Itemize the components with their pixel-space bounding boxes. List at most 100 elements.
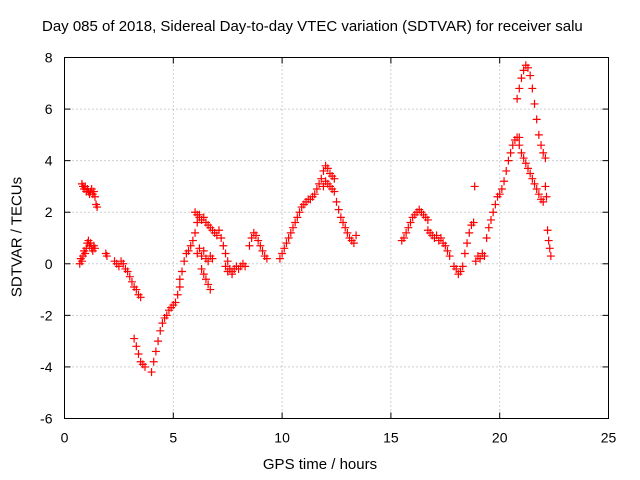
data-point: [456, 267, 465, 276]
data-point: [193, 249, 202, 258]
data-point: [204, 257, 213, 266]
data-point: [537, 141, 546, 150]
data-point: [312, 185, 321, 194]
data-point: [77, 257, 86, 266]
data-point: [470, 182, 479, 191]
data-point: [102, 252, 111, 261]
data-point: [458, 262, 467, 271]
data-point: [197, 252, 206, 261]
data-point: [330, 187, 339, 196]
data-point: [486, 215, 495, 224]
data-point: [119, 259, 128, 268]
data-point: [201, 275, 210, 284]
data-point: [432, 231, 441, 240]
data-point: [543, 226, 552, 235]
y-tick-label: 8: [45, 50, 53, 66]
data-point: [258, 246, 267, 255]
data-point: [134, 350, 143, 359]
x-tick-label: 20: [492, 430, 508, 446]
data-point: [114, 262, 123, 271]
data-point: [546, 252, 555, 261]
data-point: [90, 192, 99, 201]
data-point: [534, 130, 543, 139]
data-point: [323, 164, 332, 173]
x-axis-label: GPS time / hours: [262, 456, 378, 473]
data-point: [532, 185, 541, 194]
data-point: [212, 231, 221, 240]
data-point: [484, 223, 493, 232]
data-point: [127, 277, 136, 286]
data-point: [469, 218, 478, 227]
plot-frame: [64, 57, 609, 419]
data-point: [286, 228, 295, 237]
data-point: [247, 234, 256, 242]
data-point: [195, 244, 204, 253]
data-point: [528, 84, 537, 93]
data-point: [349, 239, 358, 248]
data-point: [173, 290, 182, 299]
data-point: [132, 342, 141, 351]
data-point: [482, 234, 491, 242]
data-point: [151, 347, 160, 356]
data-point: [251, 231, 260, 240]
data-point: [221, 249, 230, 258]
data-point: [315, 179, 324, 188]
data-point: [293, 213, 302, 222]
data-point: [125, 272, 134, 281]
data-point: [284, 234, 293, 242]
data-point: [223, 257, 232, 266]
data-point: [539, 197, 548, 206]
data-point: [175, 282, 184, 291]
data-point: [158, 319, 167, 328]
data-point: [291, 218, 300, 227]
data-point: [480, 252, 489, 261]
data-point: [491, 200, 500, 209]
x-tick-label: 25: [601, 430, 617, 446]
data-point: [130, 334, 139, 343]
data-point: [280, 244, 289, 253]
data-point: [245, 241, 254, 250]
data-point: [254, 236, 263, 245]
data-point: [519, 154, 528, 163]
data-point: [500, 177, 509, 186]
data-point: [539, 148, 548, 157]
data-point: [542, 192, 551, 201]
y-tick-label: 4: [45, 153, 53, 169]
chart-title: Day 085 of 2018, Sidereal Day-to-day VTE…: [42, 18, 583, 35]
data-point: [445, 252, 454, 261]
data-point: [406, 218, 415, 227]
data-point: [295, 208, 304, 217]
data-point: [528, 174, 537, 183]
data-point: [441, 241, 450, 250]
data-point: [471, 257, 480, 266]
data-point: [352, 231, 361, 240]
data-point: [186, 241, 195, 250]
data-point: [214, 226, 223, 235]
y-tick-label: 0: [45, 256, 53, 272]
data-point: [147, 368, 156, 377]
y-tick-label: -6: [40, 411, 53, 427]
data-point: [463, 239, 472, 248]
data-point: [497, 185, 506, 194]
data-point: [241, 262, 250, 271]
data-point: [489, 208, 498, 217]
data-point: [171, 298, 180, 307]
data-point: [256, 241, 265, 250]
data-point: [188, 236, 197, 245]
data-point: [162, 311, 171, 320]
data-point: [545, 244, 554, 253]
data-point: [156, 326, 165, 335]
data-point: [534, 190, 543, 199]
data-point: [282, 239, 291, 248]
data-point: [136, 293, 145, 302]
data-point: [332, 197, 341, 206]
data-point: [517, 148, 526, 157]
data-point: [460, 249, 469, 258]
data-point: [90, 244, 99, 253]
data-point: [513, 94, 522, 103]
data-point: [541, 154, 550, 163]
y-tick-label: 6: [45, 101, 53, 117]
data-point: [199, 246, 208, 255]
data-point: [197, 264, 206, 273]
grid-lines: [64, 57, 609, 419]
